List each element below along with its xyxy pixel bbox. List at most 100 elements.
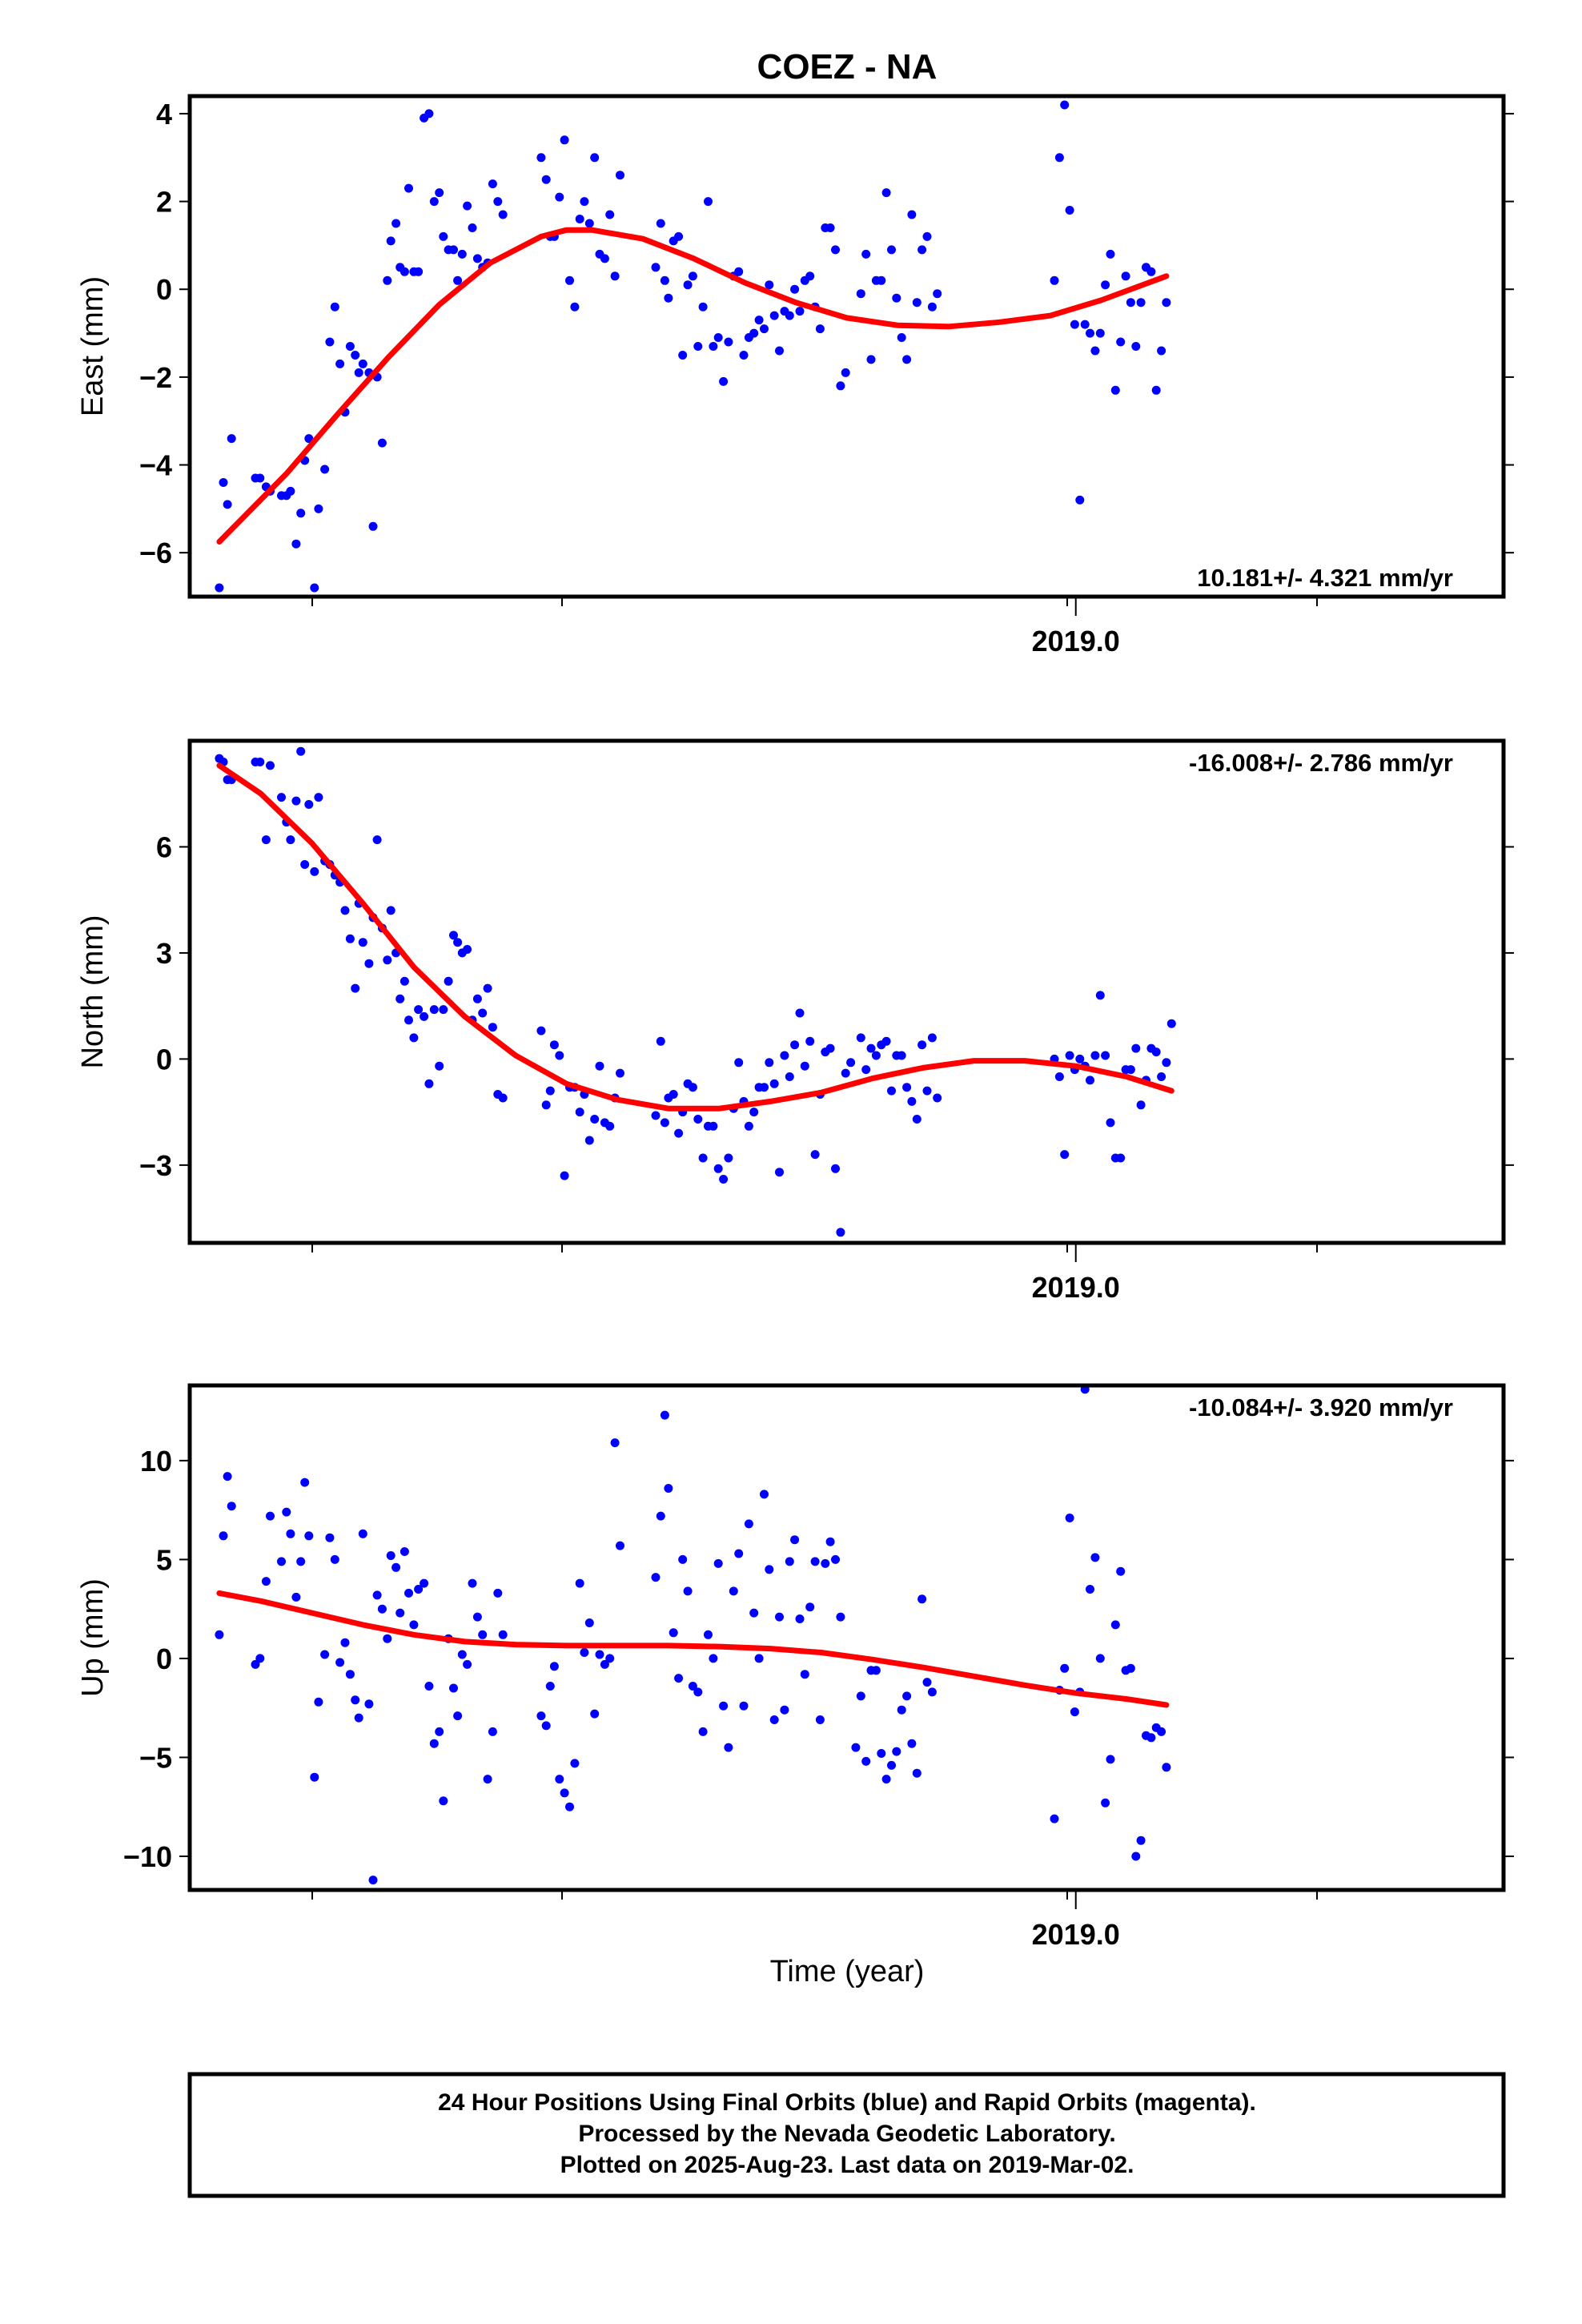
- data-point: [907, 1096, 917, 1106]
- data-point: [282, 1507, 291, 1517]
- data-point: [1136, 298, 1146, 308]
- data-point: [856, 1691, 865, 1701]
- data-point: [1151, 385, 1161, 395]
- data-point: [754, 1654, 764, 1663]
- data-point: [488, 179, 497, 189]
- data-point: [296, 746, 306, 756]
- data-point: [810, 1557, 820, 1566]
- data-point: [435, 1727, 444, 1736]
- data-point: [570, 302, 580, 312]
- data-point: [300, 1478, 310, 1487]
- data-point: [917, 245, 927, 255]
- data-point: [881, 1775, 891, 1784]
- data-point: [709, 342, 718, 351]
- data-point: [1095, 1654, 1105, 1663]
- data-point: [595, 1650, 604, 1659]
- data-point: [1075, 1054, 1085, 1063]
- data-point: [744, 1519, 753, 1529]
- data-point: [841, 368, 850, 377]
- data-point: [286, 1529, 295, 1538]
- data-point: [314, 793, 323, 802]
- data-point: [1060, 1150, 1070, 1160]
- data-point: [453, 1711, 463, 1721]
- data-point: [584, 1618, 594, 1627]
- data-point: [1106, 1118, 1115, 1128]
- data-point: [223, 1472, 232, 1482]
- data-point: [1101, 1798, 1110, 1807]
- data-point: [734, 1549, 744, 1558]
- data-point: [364, 1699, 374, 1709]
- data-point: [887, 1760, 896, 1770]
- data-point: [383, 955, 392, 965]
- data-point: [590, 153, 600, 163]
- data-point: [555, 1775, 564, 1784]
- data-point: [590, 1709, 600, 1719]
- data-point: [734, 1058, 744, 1068]
- data-point: [744, 1121, 753, 1131]
- data-points: [215, 746, 1176, 1237]
- data-point: [483, 983, 492, 993]
- data-point: [1131, 1852, 1141, 1861]
- data-point: [291, 539, 301, 549]
- footer-line-2: Processed by the Nevada Geodetic Laborat…: [578, 2121, 1115, 2147]
- y-axis-title: Up (mm): [76, 1578, 110, 1697]
- data-point: [215, 583, 224, 593]
- data-point: [449, 1683, 458, 1693]
- data-point: [688, 271, 697, 281]
- data-point: [266, 1511, 275, 1521]
- data-point: [795, 1008, 805, 1018]
- data-point: [1080, 1385, 1090, 1394]
- data-point: [541, 1100, 551, 1110]
- data-point: [396, 994, 405, 1003]
- data-point: [358, 1529, 367, 1538]
- data-point: [892, 293, 901, 303]
- data-point: [1110, 1620, 1120, 1630]
- data-point: [277, 793, 286, 802]
- data-point: [449, 931, 458, 940]
- data-point: [769, 311, 779, 320]
- y-tick-label: −3: [139, 1149, 172, 1182]
- data-point: [656, 1036, 665, 1046]
- data-point: [1110, 385, 1120, 395]
- fit-curve: [216, 762, 1174, 1112]
- data-point: [414, 267, 424, 276]
- y-tick-label: 0: [156, 1642, 172, 1675]
- data-point: [1050, 275, 1059, 285]
- data-points: [215, 1385, 1171, 1885]
- data-point: [704, 1630, 713, 1639]
- footer-line-3: Plotted on 2025-Aug-23. Last data on 201…: [560, 2152, 1134, 2178]
- data-point: [1065, 206, 1074, 215]
- data-point: [775, 346, 784, 356]
- data-point: [1126, 1663, 1135, 1673]
- data-point: [1050, 1814, 1059, 1823]
- data-point: [215, 1630, 224, 1639]
- data-point: [719, 1175, 729, 1184]
- panel-2: 6 3 0 −3 2019.0 -16.008+/- 2.786 mm/yr North (…: [76, 738, 1514, 1304]
- data-point: [424, 1079, 434, 1088]
- panel-frame: [187, 94, 1506, 599]
- data-point: [1054, 1072, 1064, 1081]
- data-point: [320, 464, 330, 474]
- y-tick-label: 6: [156, 830, 172, 863]
- data-point: [775, 1168, 784, 1177]
- data-point: [493, 197, 503, 207]
- y-axis-title: North (mm): [76, 915, 110, 1068]
- data-point: [800, 1670, 809, 1679]
- data-point: [488, 1727, 497, 1736]
- data-point: [887, 245, 896, 255]
- data-point: [785, 311, 794, 320]
- data-point: [255, 758, 265, 766]
- data-point: [223, 500, 232, 509]
- data-point: [575, 215, 584, 223]
- data-point: [815, 1715, 825, 1724]
- data-point: [409, 1620, 419, 1630]
- data-point: [404, 1588, 413, 1598]
- data-point: [927, 302, 937, 312]
- data-point: [688, 1083, 697, 1092]
- data-point: [1075, 495, 1085, 505]
- data-point: [795, 1614, 805, 1623]
- data-point: [861, 1756, 871, 1766]
- data-point: [296, 1557, 306, 1566]
- data-point: [1060, 1663, 1070, 1673]
- data-point: [785, 1557, 794, 1566]
